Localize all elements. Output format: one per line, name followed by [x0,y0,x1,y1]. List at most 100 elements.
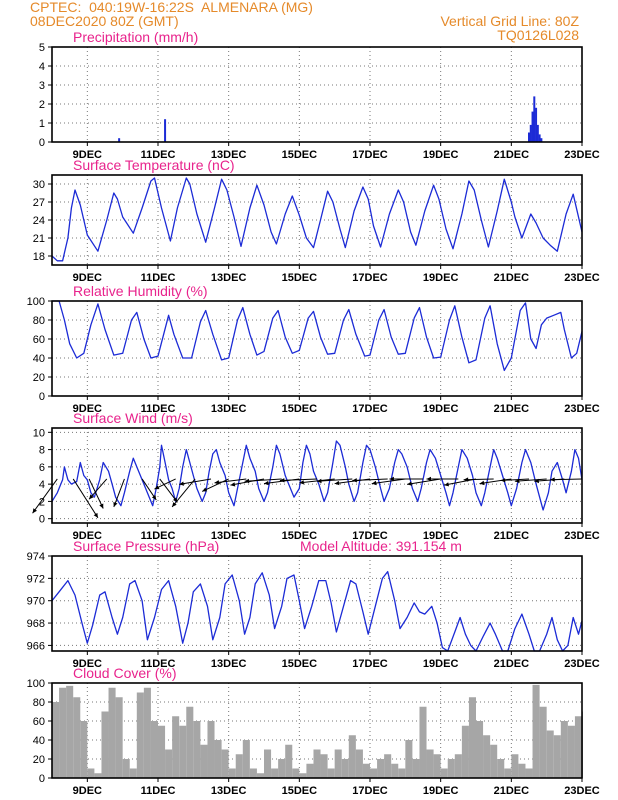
cloud-bar [87,768,95,778]
cloud-bar [242,740,250,778]
temp-line [51,177,583,262]
pres-model-altitude: Model Altitude: 391.154 m [300,538,462,554]
pres-xtick-label: 19DEC [423,658,459,670]
pres-xtick-label: 15DEC [282,658,318,670]
cloud-xtick-label: 13DEC [211,785,247,797]
cloud-xtick-label: 21DEC [494,785,530,797]
wind-arrow-shaft [113,478,125,508]
precip-bar [118,138,121,142]
cloud-bar [362,763,370,778]
wind-arrow-head [264,480,269,486]
temp-xtick-label: 15DEC [282,272,318,284]
cloud-bar [426,749,434,778]
cloud-ytick-label: 40 [33,735,45,747]
precip-bar [533,96,536,142]
precip-bar [164,119,167,142]
wind-xtick-label: 11DEC [141,530,176,542]
wind-arrow-head [99,503,104,509]
cloud-bar [172,716,180,778]
cloud-bar [313,749,321,778]
cloud-title: Cloud Cover (%) [73,665,176,681]
pres-ytick-label: 970 [27,596,45,608]
precip-xtick-label: 21DEC [494,149,530,161]
pres-title: Surface Pressure (hPa) [73,538,219,554]
wind-line [51,440,583,511]
cloud-bar [412,759,420,778]
wind-arrow-head [151,495,157,500]
cloud-xtick-label: 23DEC [564,785,600,797]
cloud-bar [165,749,173,778]
cloud-bar [525,768,533,778]
pres-xtick-label: 13DEC [211,658,247,670]
header-station: CPTEC: 040:19W-16:22S ALMENARA (MG) [30,0,313,15]
cloud-xtick-label: 9DEC [73,785,102,797]
pres-panel: 966 968 970 972 974 9DEC 11DEC 13DEC 15DEC 17DEC 1… [27,538,600,670]
precip-bar [528,132,530,142]
cloud-xtick-label: 19DEC [423,785,459,797]
rh-ytick-label: 0 [39,391,45,403]
wind-xtick-label: 17DEC [352,530,388,542]
cloud-bar [271,768,279,778]
cloud-ytick-label: 0 [39,773,45,785]
precip-bar [538,134,541,142]
temp-ytick-label: 21 [33,233,45,245]
header-grid-line: Vertical Grid Line: 80Z [440,13,579,29]
precip-ytick-label: 0 [39,137,45,149]
rh-xtick-label: 19DEC [423,403,459,415]
wind-ytick-label: 6 [39,462,45,474]
precip-title: Precipitation (mm/h) [73,29,198,45]
cloud-bar [574,716,582,778]
cloud-bar [391,763,399,778]
wind-arrow-head [244,478,250,484]
temp-xtick-label: 9DEC [73,272,102,284]
temp-panel: 18 21 24 27 30 9DEC 11DEC 13DEC 15DEC 17DEC 19DEC 2… [33,157,600,284]
precip-ytick-label: 5 [39,42,45,54]
precip-bar [540,138,543,142]
cloud-bar [122,759,130,778]
wind-xtick-label: 19DEC [423,530,459,542]
rh-xtick-label: 13DEC [211,403,247,415]
cloud-bar [249,768,257,778]
cloud-bar [518,763,526,778]
cloud-bar [179,725,187,778]
wind-arrow-head [230,482,236,487]
cloud-bar [256,773,264,778]
temp-xtick-label: 17DEC [352,272,388,284]
wind-arrow-shaft [463,478,494,481]
wind-arrow-shaft [32,478,58,514]
precip-frame [51,46,583,143]
wind-arrow-shaft [352,478,388,482]
rh-ytick-label: 80 [33,315,45,327]
cloud-bar [341,759,349,778]
cloud-bar [136,692,144,778]
cloud-bar [560,721,568,778]
cloud-bar [546,730,554,778]
rh-ytick-label: 40 [33,353,45,365]
wind-panel: 0 2 4 6 8 10 9DEC 11DEC 13DEC 15DEC 17DEC 19DEC 21DE… [32,410,600,542]
wind-arrow-shaft [514,478,547,482]
pres-ytick-label: 966 [27,640,45,652]
rh-ytick-label: 20 [33,372,45,384]
cloud-bar [200,744,208,778]
wind-arrow-shaft [214,478,247,484]
cloud-bar [490,744,498,778]
pres-xtick-label: 17DEC [352,658,388,670]
wind-arrow-head [444,482,449,487]
cloud-bar [150,721,158,778]
wind-arrow-shaft [72,478,99,519]
wind-arrow-shaft [179,478,212,485]
cloud-bar [73,697,81,778]
wind-arrow-shaft [316,478,353,482]
wind-arrow-head [172,502,177,507]
cloud-bar [405,740,413,778]
precip-xtick-label: 19DEC [423,149,459,161]
wind-arrow-head [500,478,506,483]
wind-arrow-head [154,485,160,490]
precip-xtick-label: 13DEC [211,149,247,161]
cloud-bar [207,721,215,778]
cloud-bar [461,725,469,778]
cloud-bar [370,768,378,778]
precip-panel: 0 1 2 3 4 5 9DEC 11DEC 13DEC 15DEC 17DEC 19DEC 21DEC… [39,29,600,161]
precip-bar [535,107,538,142]
